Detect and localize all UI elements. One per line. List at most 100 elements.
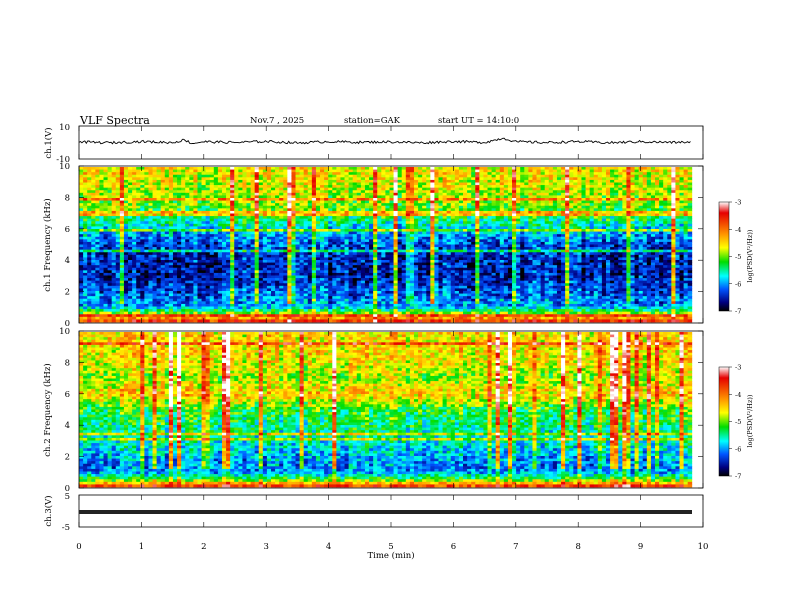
spectrogram-cell bbox=[340, 182, 345, 186]
spectrogram-cell bbox=[659, 244, 664, 248]
spectrogram-cell bbox=[581, 169, 586, 173]
spectrogram-cell bbox=[348, 231, 354, 235]
spectrogram-cell bbox=[364, 190, 370, 194]
spectrogram-cell bbox=[552, 216, 558, 220]
spectrogram-cell bbox=[168, 190, 174, 194]
spectrogram-cell bbox=[140, 241, 145, 245]
spectrogram-cell bbox=[107, 169, 113, 173]
spectrogram-cell bbox=[385, 185, 390, 189]
spectrogram-cell bbox=[569, 192, 574, 196]
spectrogram-cell bbox=[479, 200, 484, 204]
spectrogram-cell bbox=[221, 200, 227, 204]
spectrogram-cell bbox=[242, 208, 247, 212]
spectrogram-cell bbox=[87, 167, 92, 170]
spectrogram-cell bbox=[136, 208, 141, 212]
spectrogram-cell bbox=[328, 249, 333, 253]
spectrogram-cell bbox=[115, 187, 121, 191]
spectrogram-cell bbox=[454, 174, 460, 178]
spectrogram-cell bbox=[136, 249, 141, 253]
spectrogram-cell bbox=[172, 172, 178, 176]
spectrogram-cell bbox=[561, 247, 566, 251]
spectrogram-cell bbox=[177, 208, 182, 212]
spectrogram-cell bbox=[164, 239, 170, 243]
spectrogram-cell bbox=[552, 169, 558, 173]
spectrogram-cell bbox=[659, 200, 664, 204]
spectrogram-cell bbox=[475, 167, 480, 170]
spectrogram-cell bbox=[618, 226, 623, 230]
spectrogram-cell bbox=[561, 234, 566, 238]
spectrogram-cell bbox=[683, 177, 689, 181]
spectrogram-cell bbox=[446, 187, 452, 191]
spectrogram-cell bbox=[565, 195, 570, 199]
spectrogram-cell bbox=[589, 182, 595, 186]
spectrogram-cell bbox=[356, 234, 362, 238]
spectrogram-cell bbox=[393, 198, 399, 201]
spectrogram-cell bbox=[569, 177, 574, 181]
spectrogram-cell bbox=[230, 177, 235, 181]
spectrogram-cell bbox=[528, 241, 533, 245]
spectrogram-cell bbox=[221, 226, 227, 230]
spectrogram-cell bbox=[646, 226, 652, 230]
spectrogram-cell bbox=[336, 244, 341, 248]
spectrogram-cell bbox=[111, 229, 117, 232]
spectrogram-cell bbox=[581, 236, 586, 240]
spectrogram-cell bbox=[393, 169, 399, 173]
spectrogram-cell bbox=[307, 234, 313, 238]
spectrogram-cell bbox=[577, 213, 582, 217]
spectrogram-cell bbox=[610, 208, 615, 212]
spectrogram-cell bbox=[336, 226, 341, 230]
spectrogram-cell bbox=[87, 195, 92, 199]
spectrogram-cell bbox=[217, 221, 223, 225]
spectrogram-cell bbox=[430, 234, 435, 238]
spectrogram-cell bbox=[512, 229, 517, 232]
spectrogram-cell bbox=[475, 244, 480, 248]
spectrogram-cell bbox=[352, 177, 358, 181]
spectrogram-cell bbox=[561, 190, 566, 194]
spectrogram-cell bbox=[389, 192, 394, 196]
spectrogram-cell bbox=[450, 223, 456, 227]
spectrogram-cell bbox=[266, 177, 272, 181]
spectrogram-cell bbox=[115, 247, 121, 251]
spectrogram-cell bbox=[463, 177, 468, 181]
spectrogram-cell bbox=[201, 208, 207, 212]
spectrogram-cell bbox=[381, 203, 386, 207]
spectrogram-cell bbox=[283, 236, 288, 240]
spectrogram-cell bbox=[463, 200, 468, 204]
spectrogram-cell bbox=[95, 218, 100, 222]
spectrogram-cell bbox=[418, 185, 423, 189]
spectrogram-cell bbox=[565, 167, 570, 170]
spectrogram-cell bbox=[111, 195, 117, 199]
spectrogram-cell bbox=[679, 234, 684, 238]
spectrogram-cell bbox=[430, 167, 435, 170]
spectrogram-cell bbox=[442, 218, 448, 222]
spectrogram-cell bbox=[565, 218, 570, 222]
spectrogram-cell bbox=[315, 213, 321, 217]
spectrogram-cell bbox=[405, 249, 411, 253]
spectrogram-cell bbox=[671, 172, 676, 176]
spectrogram-cell bbox=[593, 195, 599, 199]
spectrogram-cell bbox=[377, 167, 382, 170]
spectrogram-cell bbox=[197, 216, 202, 220]
spectrogram-cell bbox=[136, 185, 141, 189]
spectrogram-cell bbox=[446, 210, 452, 214]
spectrogram-cell bbox=[581, 203, 586, 207]
spectrogram-cell bbox=[638, 174, 644, 178]
spectrogram-cell bbox=[119, 252, 125, 256]
spectrogram-cell bbox=[160, 249, 166, 253]
ch1-spectrogram-panel bbox=[78, 165, 704, 324]
spectrogram-cell bbox=[123, 247, 129, 251]
spectrogram-cell bbox=[610, 231, 615, 235]
spectrogram-cell bbox=[87, 244, 92, 248]
spectrogram-cell bbox=[593, 187, 599, 191]
spectrogram-cell bbox=[565, 229, 570, 232]
spectrogram-cell bbox=[189, 185, 194, 189]
spectrogram-cell bbox=[556, 234, 562, 238]
spectrogram-cell bbox=[397, 198, 403, 201]
spectrogram-cell bbox=[193, 221, 198, 225]
spectrogram-cell bbox=[250, 195, 256, 199]
spectrogram-cell bbox=[275, 198, 280, 201]
spectrogram-cell bbox=[348, 234, 354, 238]
spectrogram-cell bbox=[573, 236, 578, 240]
spectrogram-cell bbox=[491, 210, 497, 214]
spectrogram-cell bbox=[577, 192, 582, 196]
